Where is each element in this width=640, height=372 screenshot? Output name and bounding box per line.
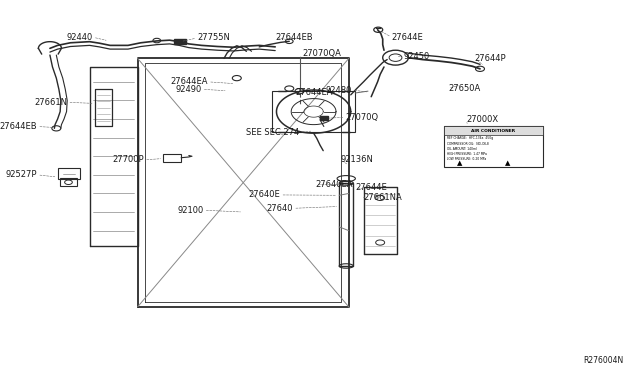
Text: 92100: 92100: [177, 206, 204, 215]
Text: ▲: ▲: [505, 160, 510, 166]
Text: 27650A: 27650A: [448, 84, 480, 93]
Text: 27661NA: 27661NA: [364, 193, 403, 202]
Text: 27644E: 27644E: [355, 183, 387, 192]
Text: 27700P: 27700P: [113, 155, 144, 164]
Bar: [58, 168, 80, 179]
Text: 27640E: 27640E: [248, 190, 280, 199]
Text: 27755N: 27755N: [197, 33, 230, 42]
Bar: [174, 39, 186, 44]
Text: 27661N: 27661N: [34, 98, 67, 107]
Text: 27644EA: 27644EA: [170, 77, 208, 86]
Text: ▲: ▲: [457, 160, 462, 166]
Text: 27644E: 27644E: [392, 33, 424, 42]
Text: OIL AMOUNT: 140ml: OIL AMOUNT: 140ml: [447, 147, 477, 151]
Bar: [163, 154, 181, 162]
Text: 92440: 92440: [67, 33, 93, 42]
Text: 92527P: 92527P: [6, 170, 37, 179]
Bar: [60, 178, 77, 186]
Bar: [444, 126, 543, 167]
Text: COMPRESSOR OIL:  ND-OIL8: COMPRESSOR OIL: ND-OIL8: [447, 142, 488, 145]
Text: 27640EA: 27640EA: [316, 180, 353, 189]
Text: 27070Q: 27070Q: [346, 113, 379, 122]
Text: HIGH PRESSURE: 1.47 MPa: HIGH PRESSURE: 1.47 MPa: [447, 152, 486, 156]
Bar: [444, 126, 543, 135]
Text: 27644EB: 27644EB: [275, 33, 313, 42]
Text: 92450: 92450: [403, 52, 429, 61]
Text: 92480: 92480: [326, 86, 352, 94]
Text: 92490: 92490: [175, 85, 202, 94]
Text: REF CHARGE:  HFC-134a  450g: REF CHARGE: HFC-134a 450g: [447, 137, 493, 140]
Text: R276004N: R276004N: [584, 356, 624, 365]
Text: 27644P: 27644P: [475, 54, 506, 63]
Text: 92136N: 92136N: [340, 155, 373, 164]
Text: 27070QA: 27070QA: [302, 49, 341, 58]
Text: 27000X: 27000X: [466, 115, 498, 124]
Text: 27644EB: 27644EB: [0, 122, 37, 131]
Text: 27640: 27640: [267, 204, 293, 213]
Bar: [272, 91, 355, 132]
Text: AIR CONDITIONER: AIR CONDITIONER: [471, 129, 515, 132]
Text: SEE SEC.274: SEE SEC.274: [246, 128, 300, 137]
Text: LOW PRESSURE: 0.20 MPa: LOW PRESSURE: 0.20 MPa: [447, 157, 486, 161]
Bar: [320, 116, 328, 120]
Text: 27644EA: 27644EA: [296, 88, 333, 97]
